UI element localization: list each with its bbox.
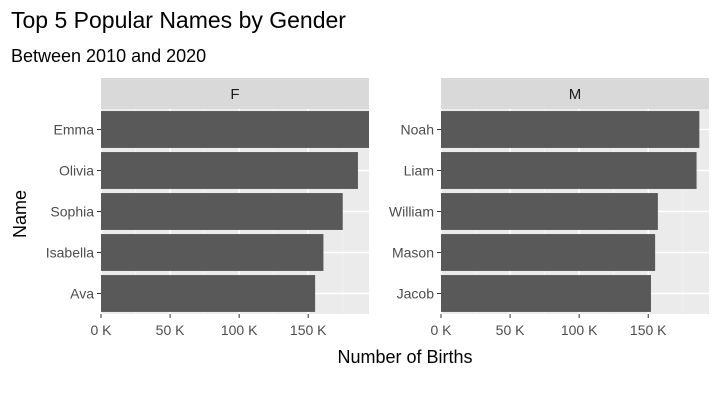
y-tick-label: Mason [392,245,434,261]
bar-william [441,193,658,230]
bar-mason [441,234,656,271]
chart-title: Top 5 Popular Names by Gender [11,7,346,33]
x-axis-title: Number of Births [337,347,472,367]
y-tick-label: Emma [54,122,95,138]
y-axis-title: Name [10,190,30,238]
y-tick-label: Jacob [397,286,435,302]
bar-sophia [101,193,343,230]
facet-panels: F Emma Olivia Sophia Isabella Ava 0 K 50 K 100 K… [46,78,709,338]
y-tick-label: Ava [70,286,94,302]
bar-jacob [441,275,651,312]
x-tick-label: 100 K [561,322,598,338]
facet-strip [441,78,709,109]
bar-isabella [101,234,324,271]
bar-emma [101,111,369,148]
bar-liam [441,152,697,189]
y-tick-label: Olivia [59,163,94,179]
facet-strip-label: F [230,86,239,103]
y-tick-label: Sophia [50,204,94,220]
y-tick-label: Isabella [46,245,94,261]
y-tick-label: William [389,204,434,220]
chart-subtitle: Between 2010 and 2020 [11,46,206,66]
x-tick-label: 50 K [496,322,525,338]
bar-olivia [101,152,358,189]
x-tick-label: 150 K [290,322,327,338]
x-tick-label: 150 K [630,322,667,338]
y-tick-label: Liam [404,163,434,179]
x-tick-label: 50 K [156,322,185,338]
facet-strip [101,78,369,109]
facet-panel-f: F Emma Olivia Sophia Isabella Ava 0 K 50 K 100 K… [46,78,369,338]
bar-noah [441,111,700,148]
bar-ava [101,275,316,312]
x-tick-label: 0 K [430,322,452,338]
facet-strip-label: M [569,86,582,103]
y-tick-label: Noah [401,122,434,138]
x-tick-label: 100 K [221,322,258,338]
x-tick-label: 0 K [90,322,112,338]
facet-panel-m: M Noah Liam William Mason Jacob 0 K 50 K 100 K 15… [389,78,709,338]
